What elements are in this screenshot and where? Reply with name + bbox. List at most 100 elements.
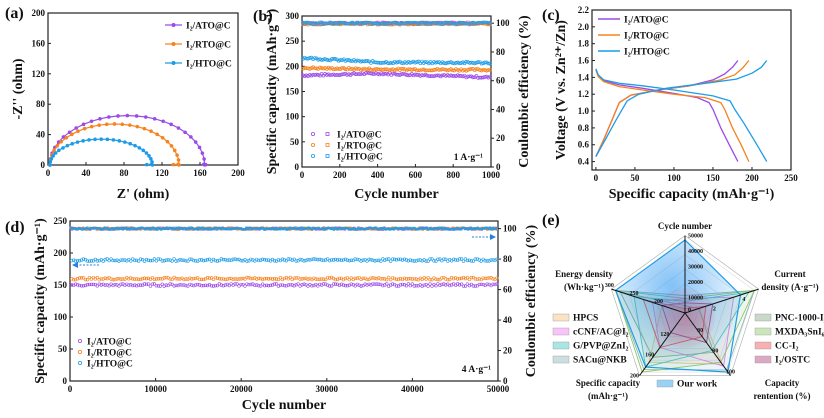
panel-b-efficiency-point <box>323 22 327 26</box>
panel-b-efficiency-point <box>478 21 482 25</box>
panel-d-efficiency-point <box>391 227 394 230</box>
panel-d-capacity-point <box>487 276 491 280</box>
panel-d-capacity-point <box>325 275 330 280</box>
panel-d-capacity-point <box>371 276 375 280</box>
panel-b-capacity-point <box>423 60 428 64</box>
panel-d-capacity-point <box>243 284 247 288</box>
panel-d-capacity-point <box>483 276 487 281</box>
panel-d-efficiency-point <box>468 227 471 230</box>
panel-b-xtick-label: 1000 <box>482 170 501 180</box>
panel-d-efficiency-point <box>236 227 240 230</box>
panel-d-efficiency-point <box>368 226 371 229</box>
panel-d-efficiency-point <box>191 226 194 230</box>
panel-d-capacity-point <box>284 284 289 288</box>
panel-d-capacity-point <box>367 257 371 262</box>
panel-d-capacity-point <box>115 277 119 281</box>
panel-d-capacity-point <box>473 257 478 261</box>
panel-d-capacity-point <box>262 277 267 281</box>
panel-d-capacity-point <box>115 258 119 262</box>
panel-d-capacity-point <box>194 283 198 287</box>
panel-b-capacity-point <box>345 58 350 62</box>
panel-d-efficiency-point <box>249 226 252 230</box>
panel-a-data-point <box>125 113 130 118</box>
panel-b-capacity-point <box>331 67 336 72</box>
panel-b-capacity-point <box>474 67 479 71</box>
panel-b-capacity-point <box>415 68 419 73</box>
panel-d-capacity-point <box>457 283 462 287</box>
panel-e-axis-tick-label: 0 <box>688 307 691 313</box>
panel-d-efficiency-point <box>417 228 420 231</box>
panel-c-axes-frame <box>591 9 792 171</box>
panel-e-axis-title: density (A·g⁻¹) <box>761 282 818 292</box>
panel-d-efficiency-point <box>488 226 492 230</box>
panel-b-capacity-point <box>440 67 445 71</box>
panel-d-capacity-point <box>310 284 314 288</box>
panel-d-efficiency-point <box>413 226 416 230</box>
panel-e-axis-tick-label: 20000 <box>688 280 703 286</box>
panel-d-capacity-point <box>70 258 74 263</box>
panel-d-efficiency-point <box>475 227 478 230</box>
panel-e-axis-tick-label: 160 <box>645 353 654 359</box>
panel-d-capacity-point <box>451 257 456 262</box>
panel-b-capacity-point <box>306 66 310 71</box>
panel-d-efficiency-point <box>190 227 193 231</box>
panel-d-efficiency-point <box>73 227 77 230</box>
panel-d-capacity-point <box>262 283 267 288</box>
panel-d-capacity-point <box>85 259 90 263</box>
panel-b-efficiency-point <box>406 23 411 27</box>
panel-a-xtick-label: 160 <box>193 168 207 178</box>
panel-d-capacity-point <box>475 257 479 261</box>
panel-d-efficiency-point <box>429 228 433 231</box>
panel-b-capacity-point <box>476 76 480 80</box>
panel-d-efficiency-point <box>473 227 477 230</box>
panel-b-efficiency-point <box>382 22 387 26</box>
panel-d-efficiency-point <box>295 228 299 231</box>
panel-d-efficiency-point <box>108 226 111 230</box>
panel-d-efficiency-point <box>483 227 486 230</box>
panel-d-capacity-point <box>184 277 188 281</box>
panel-b-legend-label: I₂/RTO@C <box>337 142 382 152</box>
panel-b-capacity-point <box>459 73 463 78</box>
panel-d-capacity-point <box>337 283 342 287</box>
panel-b-y2tick-label: 100 <box>496 18 510 28</box>
panel-d-efficiency-point <box>98 227 101 230</box>
panel-d-capacity-point <box>158 284 163 288</box>
panel-d-efficiency-point <box>261 226 264 229</box>
panel-a-ytick-label: 200 <box>32 8 46 18</box>
panel-b-efficiency-point <box>377 22 382 26</box>
panel-b-capacity-point <box>466 68 470 72</box>
panel-b-capacity-point <box>454 67 458 72</box>
panel-b-capacity-point <box>374 60 378 65</box>
panel-d-efficiency-point <box>394 226 397 229</box>
panel-b-xlabel: Cycle number <box>354 187 438 202</box>
panel-d-capacity-point <box>430 257 434 261</box>
panel-a-data-point <box>51 154 55 158</box>
panel-b-efficiency-point <box>321 21 325 25</box>
panel-d-efficiency-point <box>116 228 119 231</box>
panel-d-capacity-point <box>322 282 326 286</box>
panel-d-capacity-point <box>79 258 84 262</box>
panel-d-capacity-point <box>304 258 308 263</box>
panel-e-legend-swatch <box>754 327 772 336</box>
panel-d-capacity-point <box>278 283 283 287</box>
panel-b-capacity-point <box>336 73 341 78</box>
panel-d-capacity-point <box>144 276 149 281</box>
panel-d-capacity-point <box>398 276 403 281</box>
panel-b-efficiency-point <box>376 22 380 26</box>
panel-d-efficiency-point <box>440 227 444 231</box>
panel-a-data-point <box>89 119 94 124</box>
panel-d-efficiency-point <box>131 226 134 230</box>
panel-d-capacity-point <box>156 284 161 288</box>
panel-d-capacity-point <box>188 282 192 287</box>
panel-d-capacity-point <box>347 258 352 263</box>
panel-d-efficiency-point <box>158 227 162 230</box>
panel-b-efficiency-point <box>435 22 439 26</box>
panel-d-capacity-point <box>203 283 208 287</box>
panel-d-capacity-point <box>89 259 94 263</box>
panel-b-efficiency-point <box>413 20 417 25</box>
panel-b-efficiency-point <box>362 21 366 26</box>
panel-d-efficiency-point <box>376 228 379 231</box>
panel-d-efficiency-point <box>307 226 311 229</box>
panel-b-efficiency-point <box>394 21 399 25</box>
panel-d-efficiency-point <box>117 227 120 231</box>
